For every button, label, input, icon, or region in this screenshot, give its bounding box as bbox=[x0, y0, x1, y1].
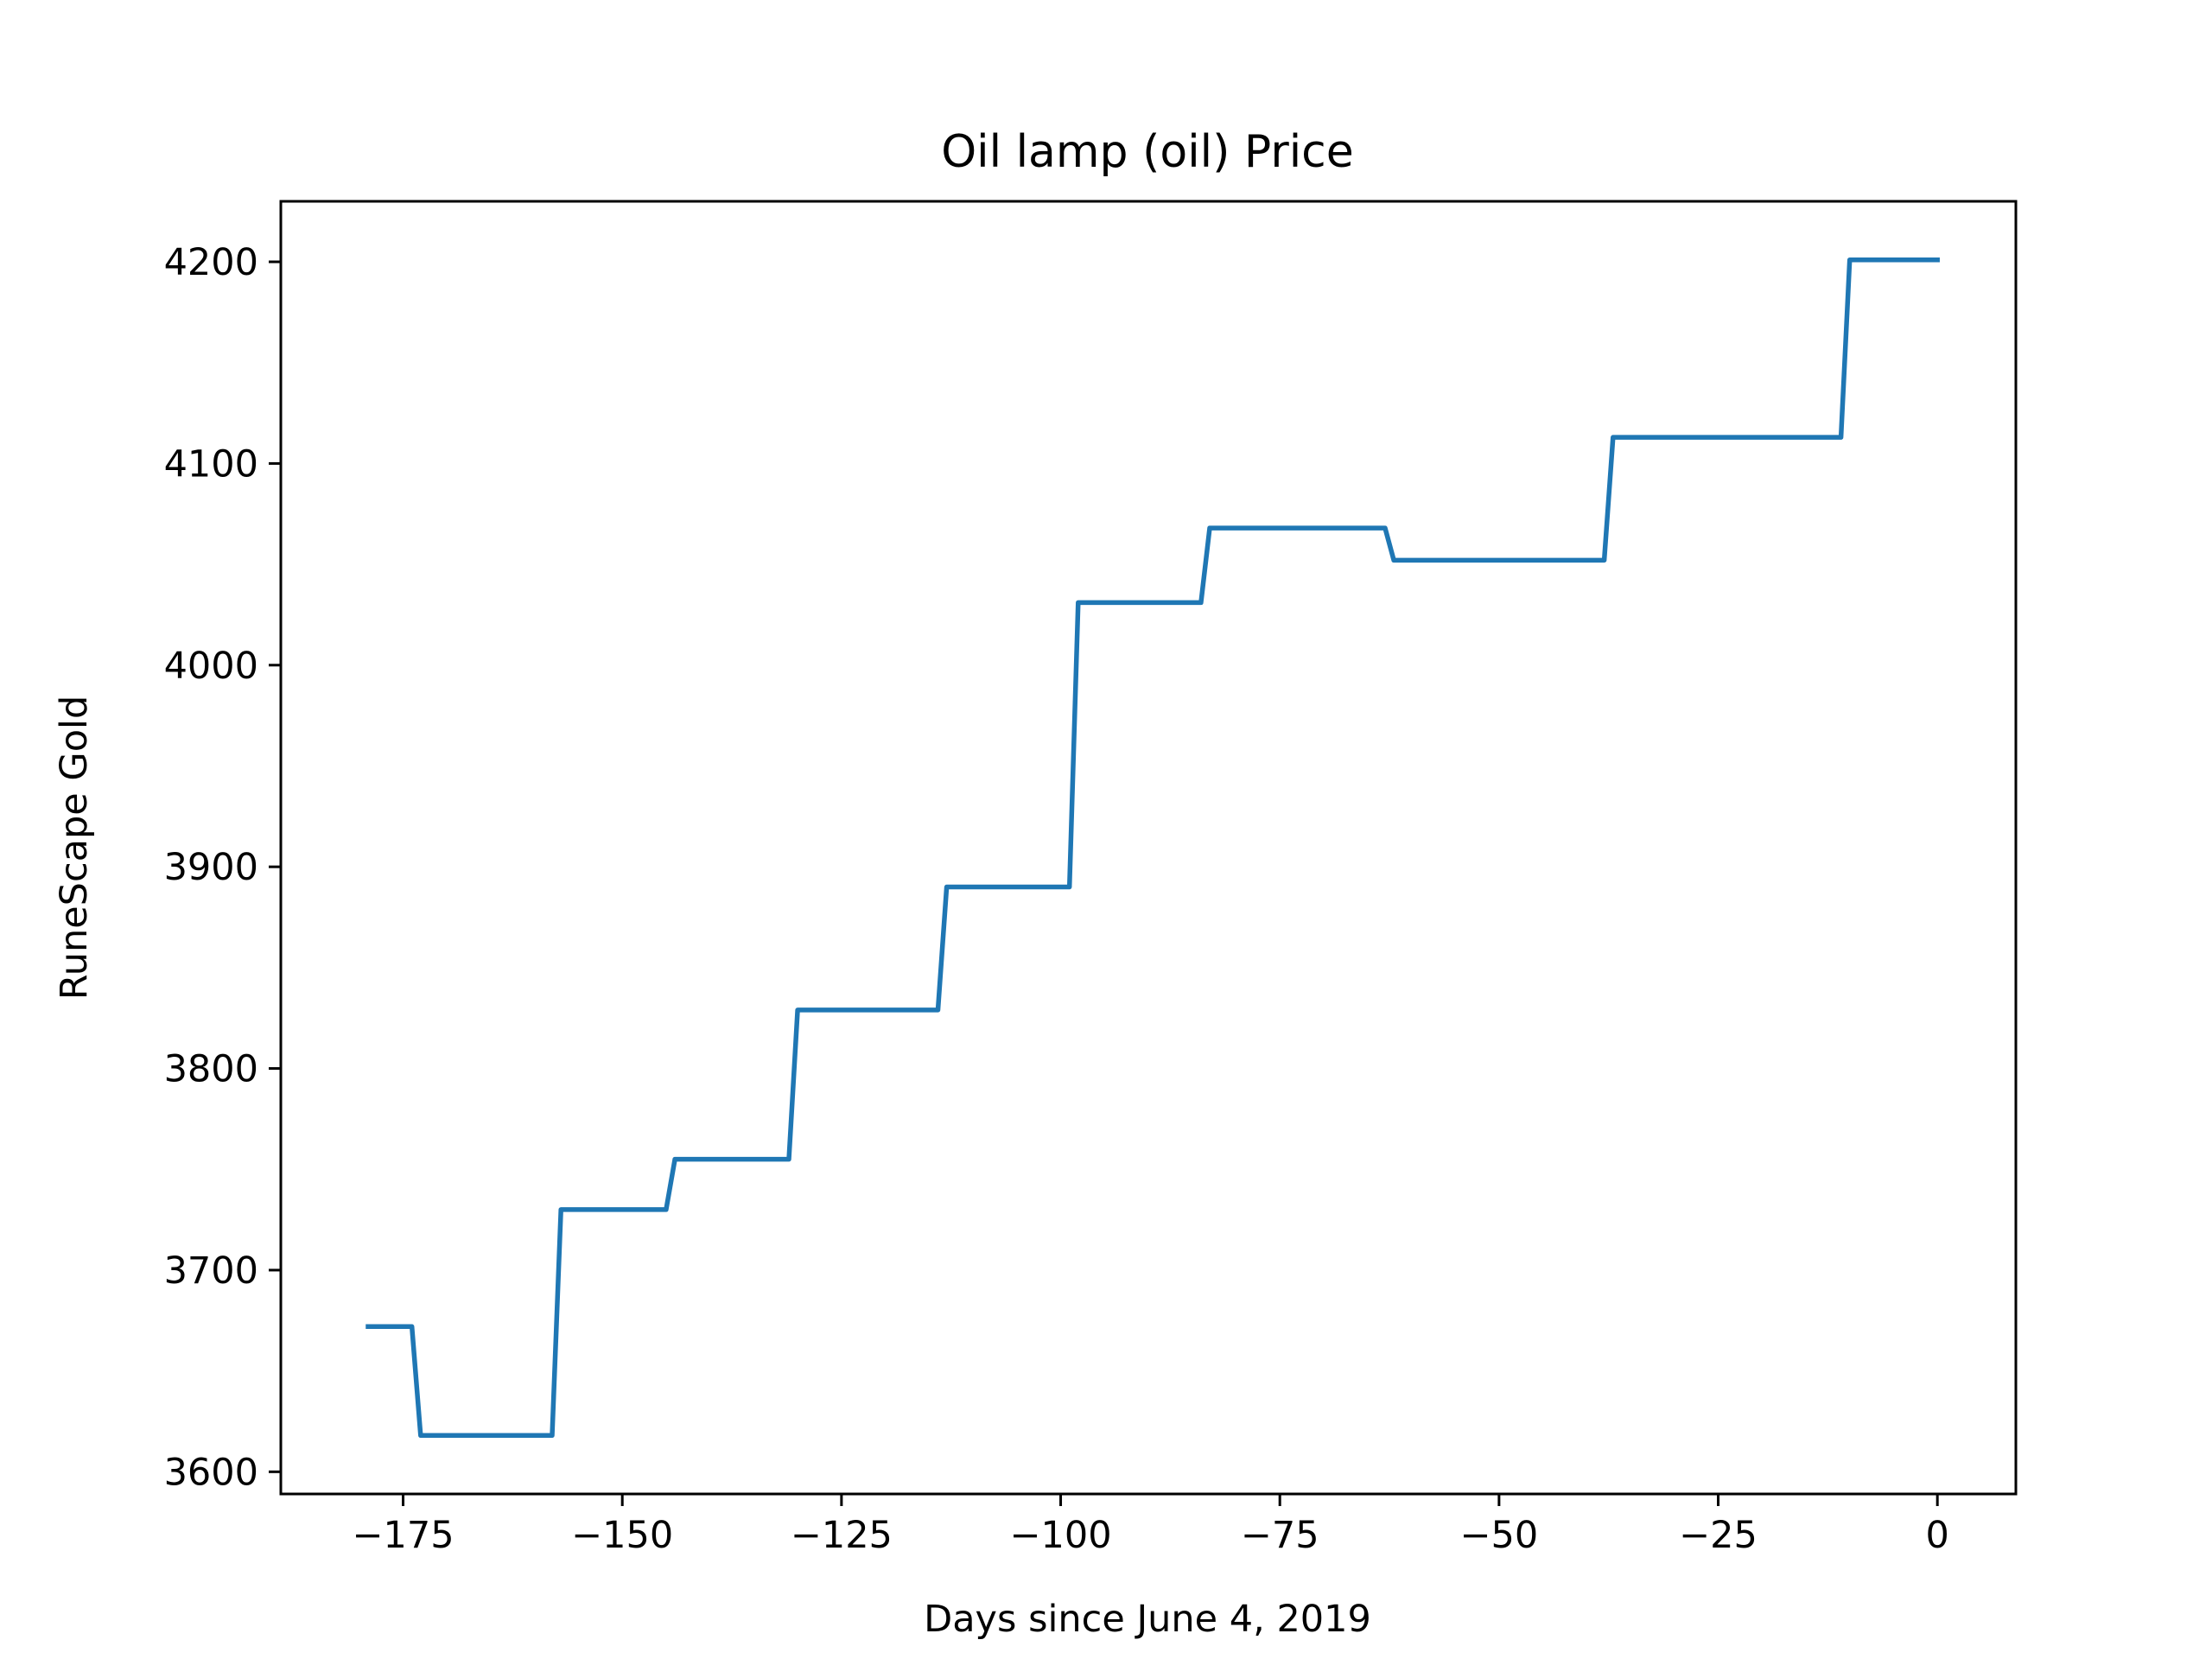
y-tick-label: 3900 bbox=[164, 846, 258, 889]
plot-area bbox=[279, 200, 2018, 1496]
y-tick-label: 4200 bbox=[164, 241, 258, 284]
x-tick-label: −150 bbox=[571, 1514, 673, 1557]
x-axis-title: Days since June 4, 2019 bbox=[924, 1598, 1371, 1641]
x-tick-label: 0 bbox=[1926, 1514, 1949, 1557]
y-tick-label: 4100 bbox=[164, 442, 258, 486]
x-tick-label: −100 bbox=[1009, 1514, 1111, 1557]
y-axis: 3600 3700 3800 3900 4000 4100 4200 bbox=[164, 241, 281, 1494]
chart-title: Oil lamp (oil) Price bbox=[941, 126, 1354, 178]
series-layer bbox=[365, 257, 1940, 1439]
y-tick-label: 4000 bbox=[164, 645, 258, 688]
y-tick-label: 3800 bbox=[164, 1048, 258, 1091]
y-tick-label: 3700 bbox=[164, 1249, 258, 1293]
x-tick-label: −125 bbox=[791, 1514, 893, 1557]
plot-frame bbox=[279, 200, 2018, 1496]
x-tick-label: −75 bbox=[1241, 1514, 1319, 1557]
x-tick-label: −50 bbox=[1459, 1514, 1538, 1557]
price-series-line bbox=[365, 257, 1940, 1439]
x-tick-label: −175 bbox=[352, 1514, 454, 1557]
x-tick-label: −25 bbox=[1679, 1514, 1758, 1557]
x-axis: −175 −150 −125 −100 −75 −50 −25 0 bbox=[352, 1494, 1949, 1557]
y-axis-title: RuneScape Gold bbox=[53, 696, 96, 1000]
y-tick-label: 3600 bbox=[164, 1451, 258, 1494]
